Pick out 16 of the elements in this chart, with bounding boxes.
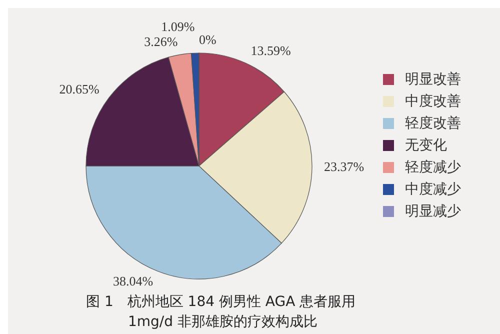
legend-label: 轻度改善 xyxy=(405,114,461,132)
caption: 图 1 杭州地区 184 例男性 AGA 患者服用 xyxy=(86,294,356,310)
data-label: 3.26% xyxy=(144,34,178,49)
legend-label: 中度改善 xyxy=(405,92,461,110)
legend-label: 无变化 xyxy=(405,138,447,154)
data-label: 13.59% xyxy=(250,43,292,58)
data-label: 38.04% xyxy=(113,273,154,288)
data-label: 23.37% xyxy=(324,159,364,174)
legend-label: 中度减少 xyxy=(405,182,461,198)
legend-label: 明显减少 xyxy=(405,204,461,220)
legend-label: 轻度减少 xyxy=(405,160,461,176)
legend-label: 明显改善 xyxy=(405,70,461,88)
text: 1mg/d 非那雄胺的疗效构成比 xyxy=(128,314,318,330)
data-label: 1.09% xyxy=(161,18,195,34)
text: 0% xyxy=(199,32,216,47)
data-label: 20.65% xyxy=(59,81,100,96)
